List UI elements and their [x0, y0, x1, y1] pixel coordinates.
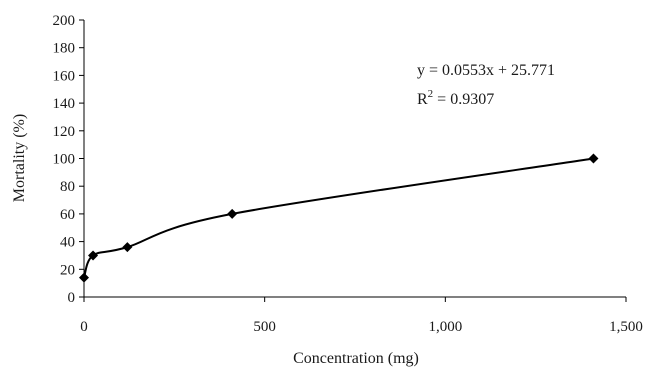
y-tick-label: 20: [60, 262, 75, 278]
y-tick-label: 140: [53, 96, 76, 112]
data-point-marker: [122, 242, 133, 253]
y-tick-label: 80: [60, 179, 75, 195]
data-point-marker: [227, 208, 238, 219]
data-point-marker: [588, 153, 599, 164]
y-axis-title: Mortality (%): [11, 114, 28, 202]
y-tick-label: 40: [60, 235, 75, 251]
y-tick-label: 0: [68, 290, 76, 306]
data-points: [79, 153, 599, 283]
y-tick-label: 120: [53, 124, 76, 140]
r-squared-annotation: R2 = 0.9307: [417, 88, 494, 108]
y-tick-label: 60: [60, 207, 75, 223]
data-point-marker: [79, 272, 89, 283]
tick-labels: 0 20 40 60 80 100 120 140 160 180 200 0 500 1,000 1,50…: [53, 13, 643, 335]
y-tick-label: 160: [53, 68, 76, 84]
r2-value: = 0.9307: [433, 91, 494, 108]
y-tick-label: 180: [53, 41, 76, 57]
r2-exponent: 2: [428, 88, 434, 100]
r2-prefix: R: [417, 91, 428, 108]
y-tick-label: 100: [53, 152, 76, 168]
x-tick-label: 500: [253, 319, 276, 335]
x-axis-title: Concentration (mg): [293, 350, 419, 367]
y-tick-label: 200: [53, 13, 76, 29]
data-point-marker: [88, 250, 99, 261]
regression-equation: y = 0.0553x + 25.771: [417, 62, 555, 79]
x-tick-label: 1,000: [428, 319, 462, 335]
x-tick-label: 1,500: [609, 319, 643, 335]
x-tick-label: 0: [80, 319, 88, 335]
tick-marks: [79, 19, 627, 302]
series-line: [83, 157, 594, 278]
